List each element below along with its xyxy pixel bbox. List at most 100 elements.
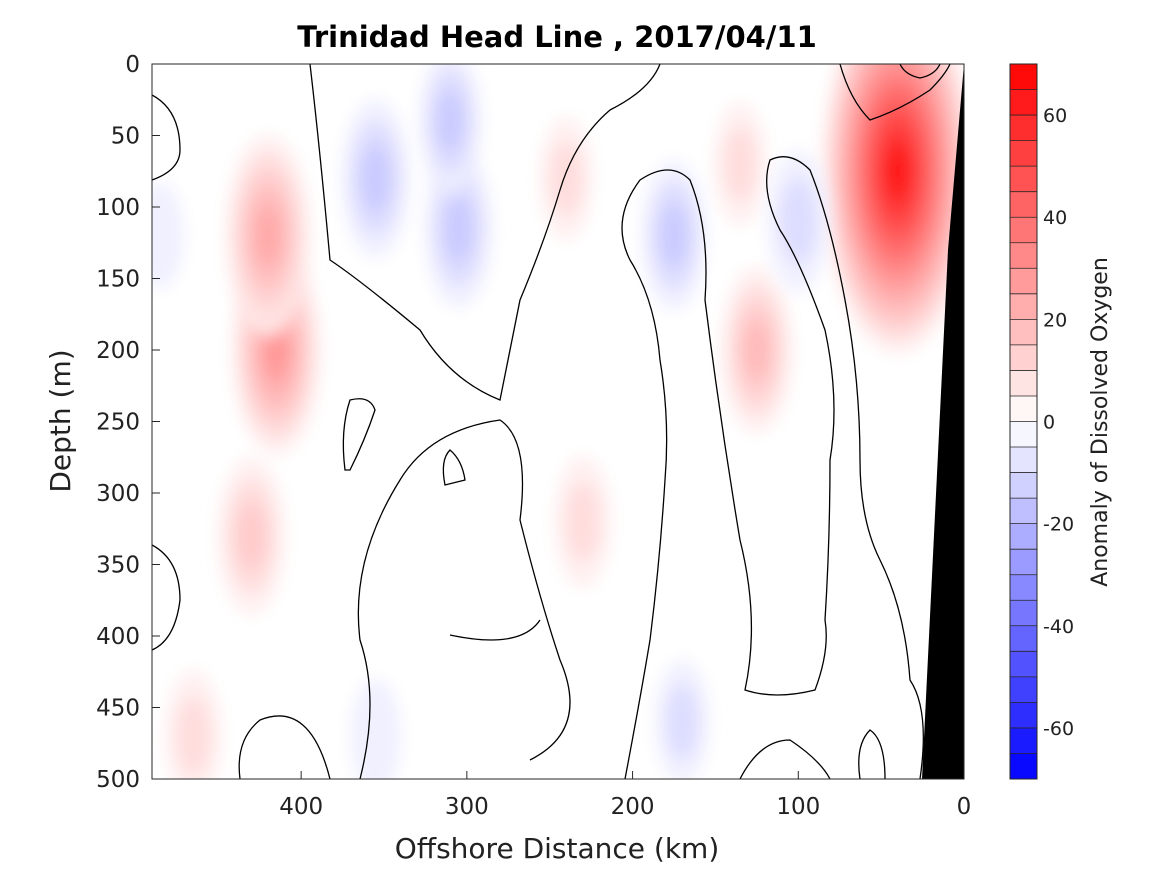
- colorbar-band: [1010, 625, 1037, 652]
- anomaly-feature: [341, 98, 410, 259]
- zero-contour-lines: [152, 64, 951, 779]
- colorbar-band: [1010, 64, 1037, 90]
- colorbar-band: [1010, 676, 1037, 703]
- y-tick-label: 150: [96, 267, 140, 293]
- anomaly-feature: [217, 456, 286, 616]
- colorbar-bands: [1010, 64, 1037, 779]
- colorbar-band: [1010, 753, 1037, 779]
- colorbar-band: [1010, 727, 1037, 754]
- anomaly-level: [889, 150, 907, 192]
- colorbar-tick-label: -40: [1043, 616, 1074, 638]
- x-axis: 400 300 200 100 0: [279, 771, 971, 820]
- anomaly-level: [565, 481, 601, 562]
- colorbar-band: [1010, 574, 1037, 601]
- zero-contour: [309, 64, 661, 401]
- colorbar-tick-label: 60: [1043, 105, 1067, 127]
- chart-title: Trinidad Head Line , 2017/04/11: [297, 20, 817, 54]
- anomaly-feature: [713, 102, 768, 227]
- colorbar-band: [1010, 166, 1037, 192]
- anomaly-feature: [641, 160, 707, 311]
- x-tick-label: 400: [279, 794, 323, 820]
- zero-contour: [858, 729, 886, 779]
- anomaly-level: [152, 182, 184, 289]
- x-tick-label: 100: [776, 794, 820, 820]
- colorbar-band: [1010, 549, 1037, 575]
- plot-area: [151, 63, 965, 780]
- colorbar-band: [1010, 115, 1037, 141]
- colorbar-band: [1010, 319, 1037, 345]
- anomaly-level: [265, 325, 287, 375]
- y-axis: 0 50 100 150 200 250 300 350 400 450 500: [96, 52, 160, 793]
- colorbar-band: [1010, 293, 1037, 320]
- colorbar-band: [1010, 523, 1037, 550]
- y-tick-label: 250: [96, 410, 140, 436]
- anomaly-feature: [164, 669, 223, 779]
- anomaly-level: [443, 194, 474, 263]
- x-tick-label: 0: [957, 794, 972, 820]
- anomaly-feature: [767, 150, 829, 293]
- colorbar-frame: [1009, 63, 1038, 780]
- zero-contour: [839, 64, 951, 121]
- anomaly-field: [152, 64, 964, 779]
- zero-contour: [449, 619, 541, 641]
- anomaly-feature: [720, 266, 793, 434]
- colorbar-band: [1010, 472, 1037, 499]
- y-tick-label: 200: [96, 338, 140, 364]
- colorbar-band: [1010, 651, 1037, 677]
- colorbar-ticks: 60 40 20 0 -20 -40 -60: [1043, 105, 1074, 740]
- colorbar-band: [1010, 395, 1037, 422]
- y-tick-label: 0: [125, 52, 140, 78]
- zero-contour: [442, 449, 466, 486]
- colorbar-band: [1010, 140, 1037, 167]
- colorbar-band: [1010, 344, 1037, 371]
- zero-contour: [152, 94, 181, 181]
- anomaly-level: [666, 684, 699, 759]
- anomaly-feature: [224, 134, 312, 338]
- colorbar-tick-label: 0: [1043, 412, 1055, 434]
- anomaly-feature: [655, 659, 710, 779]
- anomaly-level: [660, 203, 688, 268]
- colorbar-band: [1010, 370, 1037, 396]
- colorbar-band: [1010, 191, 1037, 218]
- anomaly-level: [779, 178, 817, 264]
- colorbar: 60 40 20 0 -20 -40 -60 Anomaly of Dissolved Ox…: [1009, 63, 1113, 780]
- colorbar-band: [1010, 89, 1037, 116]
- anomaly-level: [361, 144, 391, 213]
- anomaly-feature: [418, 64, 482, 195]
- colorbar-band: [1010, 268, 1037, 294]
- anomaly-level: [176, 696, 211, 776]
- x-tick-label: 300: [445, 794, 489, 820]
- colorbar-band: [1010, 447, 1037, 473]
- colorbar-tick-label: -20: [1043, 514, 1074, 536]
- anomaly-feature: [539, 116, 594, 241]
- zero-contour: [739, 739, 831, 779]
- anomaly-feature: [350, 678, 401, 779]
- anomaly-level: [236, 501, 267, 571]
- colorbar-tick-label: -60: [1043, 718, 1074, 740]
- anomaly-level: [436, 89, 464, 153]
- anomaly-level: [744, 322, 769, 378]
- zero-contour: [357, 419, 571, 779]
- colorbar-band: [1010, 498, 1037, 524]
- x-axis-label: Offshore Distance (km): [395, 832, 720, 865]
- anomaly-level: [724, 126, 757, 202]
- anomaly-level: [256, 207, 280, 264]
- zero-contour: [238, 715, 331, 779]
- colorbar-band: [1010, 217, 1037, 243]
- y-axis-label: Depth (m): [44, 349, 77, 492]
- bathymetry-mask: [922, 64, 964, 779]
- anomaly-feature: [554, 455, 612, 588]
- zero-contour: [899, 64, 941, 79]
- anomaly-feature: [821, 64, 964, 355]
- colorbar-label: Anomaly of Dissolved Oxygen: [1088, 257, 1113, 587]
- zero-contour: [152, 544, 181, 651]
- colorbar-tick-label: 20: [1043, 309, 1067, 331]
- colorbar-band: [1010, 600, 1037, 626]
- colorbar-band: [1010, 242, 1037, 269]
- colorbar-band: [1010, 702, 1037, 728]
- anomaly-level: [350, 678, 401, 779]
- y-tick-label: 50: [111, 124, 140, 150]
- anomaly-feature: [152, 182, 184, 289]
- y-tick-label: 350: [96, 553, 140, 579]
